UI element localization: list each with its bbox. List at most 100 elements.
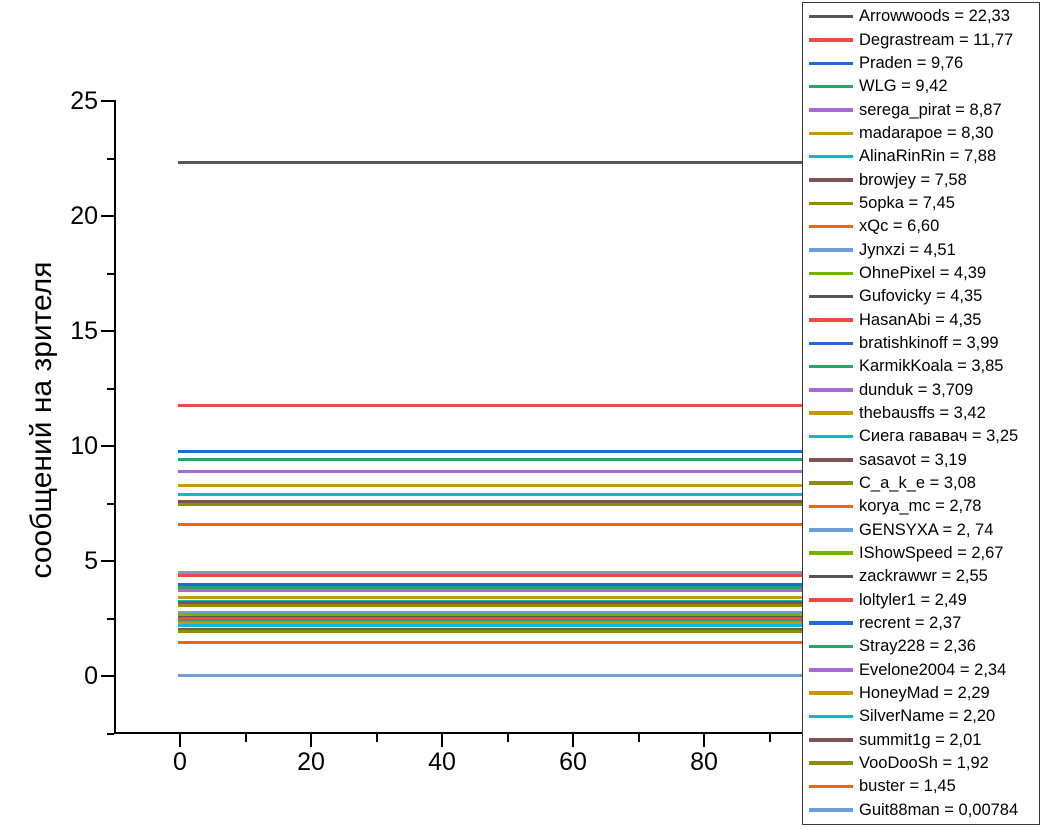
legend-swatch	[809, 178, 853, 182]
legend-swatch	[809, 84, 853, 89]
legend-swatch	[809, 691, 853, 695]
legend-item: Evelone2004 = 2,34	[809, 658, 1039, 681]
legend-label: xQc = 6,60	[859, 217, 940, 236]
legend-label: madarapoe = 8,30	[859, 124, 994, 143]
y-tick-label: 10	[70, 432, 98, 460]
x-major-tick	[179, 734, 181, 747]
legend-item: KarmikKoala = 3,85	[809, 355, 1039, 378]
series-line-HasanAbi	[178, 574, 802, 578]
legend-label: Сиега гававач = 3,25	[859, 427, 1019, 446]
legend-swatch	[809, 294, 853, 299]
x-major-tick	[572, 734, 574, 747]
series-line-sasavot	[178, 601, 802, 605]
legend-item: IShowSpeed = 2,67	[809, 542, 1039, 565]
legend-swatch	[809, 738, 853, 742]
y-tick-label: 5	[84, 547, 98, 575]
legend-swatch	[809, 131, 853, 136]
legend-label: 5opka = 7,45	[859, 194, 955, 213]
y-major-tick	[101, 560, 114, 562]
y-minor-tick	[107, 502, 114, 505]
series-line-loltyler1	[178, 617, 802, 621]
legend-label: HasanAbi = 4,35	[859, 310, 982, 329]
legend-swatch	[809, 551, 853, 555]
series-line-Jynxzi	[178, 570, 802, 574]
legend-item: madarapoe = 8,30	[809, 122, 1039, 145]
legend-label: zackrawwr = 2,55	[859, 567, 988, 586]
legend-label: buster = 1,45	[859, 777, 956, 796]
legend-item: recrent = 2,37	[809, 612, 1039, 635]
series-line-summit1g	[178, 628, 802, 632]
legend-item: OhnePixel = 4,39	[809, 262, 1039, 285]
series-line-serega_pirat	[178, 470, 802, 474]
series-line-C_a_k_e	[178, 603, 802, 607]
y-minor-tick	[107, 272, 114, 275]
legend-swatch	[809, 341, 853, 345]
legend-swatch	[809, 201, 853, 206]
legend-item: WLG = 9,42	[809, 75, 1039, 98]
legend-swatch	[809, 154, 853, 159]
legend-label: VooDooSh = 1,92	[859, 753, 989, 772]
legend-label: IShowSpeed = 2,67	[859, 543, 1004, 562]
legend-swatch	[809, 761, 853, 765]
series-line-GENSYXA	[178, 611, 802, 615]
legend-item: HasanAbi = 4,35	[809, 308, 1039, 331]
legend-label: Gufovicky = 4,35	[859, 287, 983, 306]
legend-item: AlinaRinRin = 7,88	[809, 145, 1039, 168]
x-major-tick	[703, 734, 705, 747]
y-minor-tick	[107, 387, 114, 390]
y-minor-tick	[107, 157, 114, 160]
legend: Arrowwoods = 22,33 Degrastream = 11,77 Pra…	[802, 2, 1040, 825]
legend-item: VooDooSh = 1,92	[809, 752, 1039, 775]
legend-label: Stray228 = 2,36	[859, 637, 976, 656]
legend-item: serega_pirat = 8,87	[809, 98, 1039, 121]
legend-item: GENSYXA = 2, 74	[809, 518, 1039, 541]
legend-label: KarmikKoala = 3,85	[859, 357, 1004, 376]
legend-item: Сиега гававач = 3,25	[809, 425, 1039, 448]
series-line-Degrastream	[178, 403, 802, 407]
legend-label: Evelone2004 = 2,34	[859, 660, 1007, 679]
legend-label: Guit88man = 0,00784	[859, 800, 1019, 819]
legend-item: summit1g = 2,01	[809, 728, 1039, 751]
series-line-thebausffs	[178, 595, 802, 599]
legend-label: loltyler1 = 2,49	[859, 590, 967, 609]
legend-label: sasavot = 3,19	[859, 450, 967, 469]
series-line-bratishkinoff	[178, 582, 802, 586]
x-tick-label: 80	[690, 748, 718, 776]
legend-label: SilverName = 2,20	[859, 707, 996, 726]
legend-swatch	[809, 61, 853, 66]
legend-item: Stray228 = 2,36	[809, 635, 1039, 658]
legend-label: C_a_k_e = 3,08	[859, 473, 976, 492]
legend-label: GENSYXA = 2, 74	[859, 520, 994, 539]
x-tick-label: 60	[559, 748, 587, 776]
legend-swatch	[809, 574, 853, 579]
series-line-SilverName	[178, 623, 802, 627]
legend-item: browjey = 7,58	[809, 168, 1039, 191]
x-axis-spine	[114, 732, 802, 734]
legend-label: serega_pirat = 8,87	[859, 100, 1002, 119]
series-line-browjey	[178, 500, 802, 504]
legend-swatch	[809, 38, 853, 42]
x-tick-label: 0	[173, 748, 187, 776]
series-line-xQc	[178, 522, 802, 526]
x-minor-tick	[637, 734, 640, 742]
legend-swatch	[809, 808, 853, 812]
series-line-Arrowwoods	[178, 160, 802, 164]
x-minor-tick	[244, 734, 247, 742]
x-tick-label: 20	[297, 748, 325, 776]
series-line-buster	[178, 641, 802, 645]
legend-swatch	[809, 248, 853, 252]
legend-item: dunduk = 3,709	[809, 378, 1039, 401]
legend-label: recrent = 2,37	[859, 613, 962, 632]
legend-label: dunduk = 3,709	[859, 380, 974, 399]
x-minor-tick	[506, 734, 509, 742]
legend-label: summit1g = 2,01	[859, 730, 982, 749]
series-line-Guit88man	[178, 674, 802, 678]
series-line-KarmikKoala	[178, 585, 802, 589]
legend-item: 5opka = 7,45	[809, 192, 1039, 215]
legend-item: bratishkinoff = 3,99	[809, 332, 1039, 355]
legend-label: Degrastream = 11,77	[859, 30, 1014, 49]
y-major-tick	[101, 100, 114, 102]
y-major-tick	[101, 330, 114, 332]
legend-item: C_a_k_e = 3,08	[809, 472, 1039, 495]
